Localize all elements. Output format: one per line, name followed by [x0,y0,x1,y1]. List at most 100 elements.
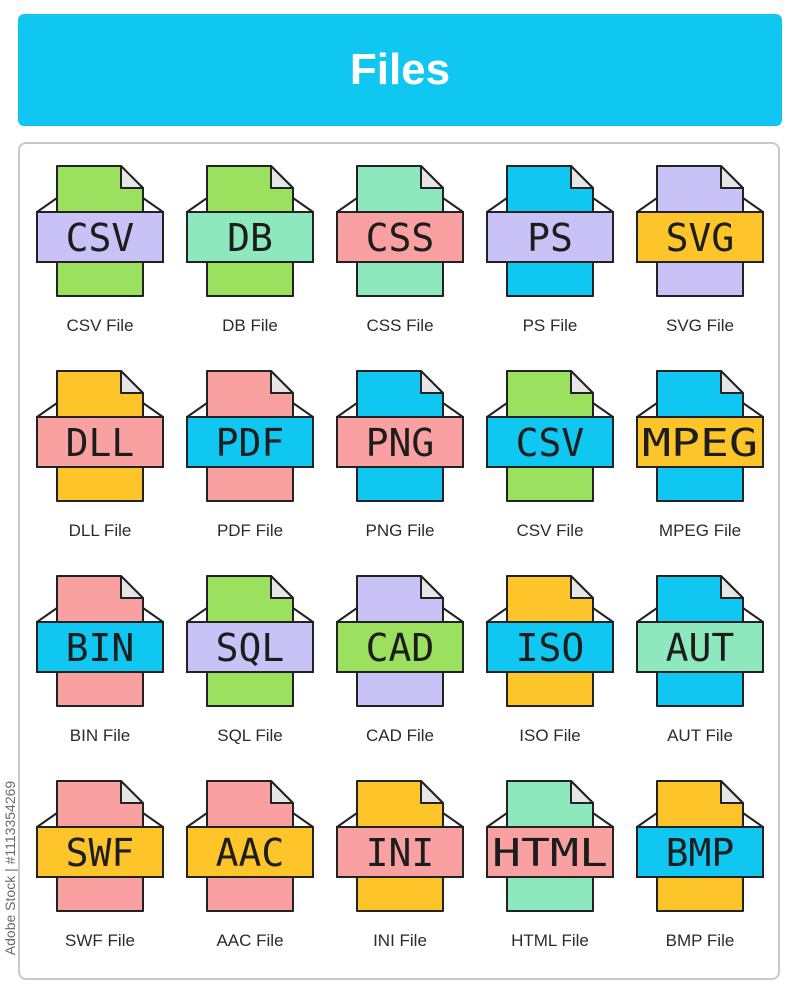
ribbon-right-flap [592,812,614,828]
file-icon-label: MPEG File [658,521,742,540]
file-icon-tile: ISO ISO File [475,558,625,763]
file-type-band [336,416,464,468]
file-icon-label: CSV File [66,316,134,335]
file-icon-label: PNG File [365,521,435,540]
file-type-band [186,826,314,878]
file-type-band [186,211,314,263]
file-fold-corner [120,370,144,394]
file-icon-label: DLL File [68,521,132,540]
page-title: Files [349,45,451,94]
file-icon-tile: AAC AAC File [175,763,325,968]
ribbon-left-flap [186,402,208,418]
file-extension-text: SWF [66,831,135,875]
file-type-band [636,211,764,263]
db-file-icon: DB [186,165,314,297]
file-type-band [36,826,164,878]
file-fold-corner [570,165,594,189]
csv-file-icon: CSV [486,370,614,502]
aac-file-icon: AAC [186,780,314,912]
aut-file-icon: AUT [636,575,764,707]
css-file-icon: CSS [336,165,464,297]
file-extension-text: PNG [366,421,435,465]
ribbon-left-flap [486,197,508,213]
ribbon-left-flap [636,607,658,623]
ribbon-right-flap [142,402,164,418]
file-extension-text: DLL [66,421,135,465]
ribbon-left-flap [636,402,658,418]
file-icon-tile: SVG SVG File [625,148,775,353]
file-fold-corner [270,165,294,189]
file-type-band [186,416,314,468]
file-icon-label: ISO File [519,726,581,745]
file-type-band [336,211,464,263]
file-icon-label: CSV File [516,521,584,540]
ribbon-right-flap [142,197,164,213]
file-fold-corner [570,575,594,599]
file-type-band [36,416,164,468]
ribbon-right-flap [292,402,314,418]
file-icon-tile: PS PS File [475,148,625,353]
file-type-band [636,826,764,878]
file-extension-text: CSS [366,216,435,260]
ribbon-right-flap [742,607,764,623]
file-fold-corner [270,370,294,394]
ribbon-left-flap [186,607,208,623]
ribbon-left-flap [636,197,658,213]
bmp-file-icon: BMP [636,780,764,912]
file-icon-tile: CSV CSV File [25,148,175,353]
ribbon-right-flap [292,607,314,623]
file-extension-text: CSV [516,421,585,465]
file-icon-label: SQL File [217,726,283,745]
file-type-band [486,621,614,673]
ribbon-left-flap [336,402,358,418]
file-extension-text: ISO [516,626,585,670]
mpeg-file-icon: MPEG [636,370,764,502]
file-extension-text: SVG [666,216,735,260]
file-icon-tile: DLL DLL File [25,353,175,558]
file-icon-tile: SWF SWF File [25,763,175,968]
file-fold-corner [570,780,594,804]
ribbon-right-flap [442,402,464,418]
file-fold-corner [420,165,444,189]
ini-file-icon: INI [336,780,464,912]
ribbon-left-flap [36,607,58,623]
pdf-file-icon: PDF [186,370,314,502]
ribbon-right-flap [592,402,614,418]
file-extension-text: BMP [666,831,735,875]
cad-file-icon: CAD [336,575,464,707]
ribbon-left-flap [636,812,658,828]
file-fold-corner [570,370,594,394]
file-fold-corner [420,575,444,599]
file-extension-text: PDF [216,421,285,465]
stock-id-text: Adobe Stock | #1113354269 [0,758,20,978]
file-icon-label: BMP File [665,931,735,950]
file-extension-text: HTML [492,831,608,875]
file-icon-tile: CSV CSV File [475,353,625,558]
csv-file-icon: CSV [36,165,164,297]
file-fold-corner [120,575,144,599]
file-fold-corner [270,780,294,804]
file-icon-tile: BIN BIN File [25,558,175,763]
swf-file-icon: SWF [36,780,164,912]
file-extension-text: BIN [66,626,135,670]
file-icon-tile: DB DB File [175,148,325,353]
file-extension-text: AUT [666,626,735,670]
file-type-band [486,826,614,878]
ribbon-right-flap [292,197,314,213]
ribbon-right-flap [142,812,164,828]
svg-file-icon: SVG [636,165,764,297]
file-fold-corner [420,370,444,394]
dll-file-icon: DLL [36,370,164,502]
file-icon-label: HTML File [511,931,589,950]
ribbon-left-flap [486,607,508,623]
file-icon-label: PDF File [216,521,284,540]
file-icon-label: AUT File [667,726,733,745]
stock-id-label: Adobe Stock | #1113354269 [2,780,18,956]
file-type-band [486,211,614,263]
file-extension-text: CSV [66,216,135,260]
file-icon-tile: SQL SQL File [175,558,325,763]
ribbon-right-flap [292,812,314,828]
ribbon-left-flap [336,197,358,213]
sql-file-icon: SQL [186,575,314,707]
file-icon-tile: PDF PDF File [175,353,325,558]
